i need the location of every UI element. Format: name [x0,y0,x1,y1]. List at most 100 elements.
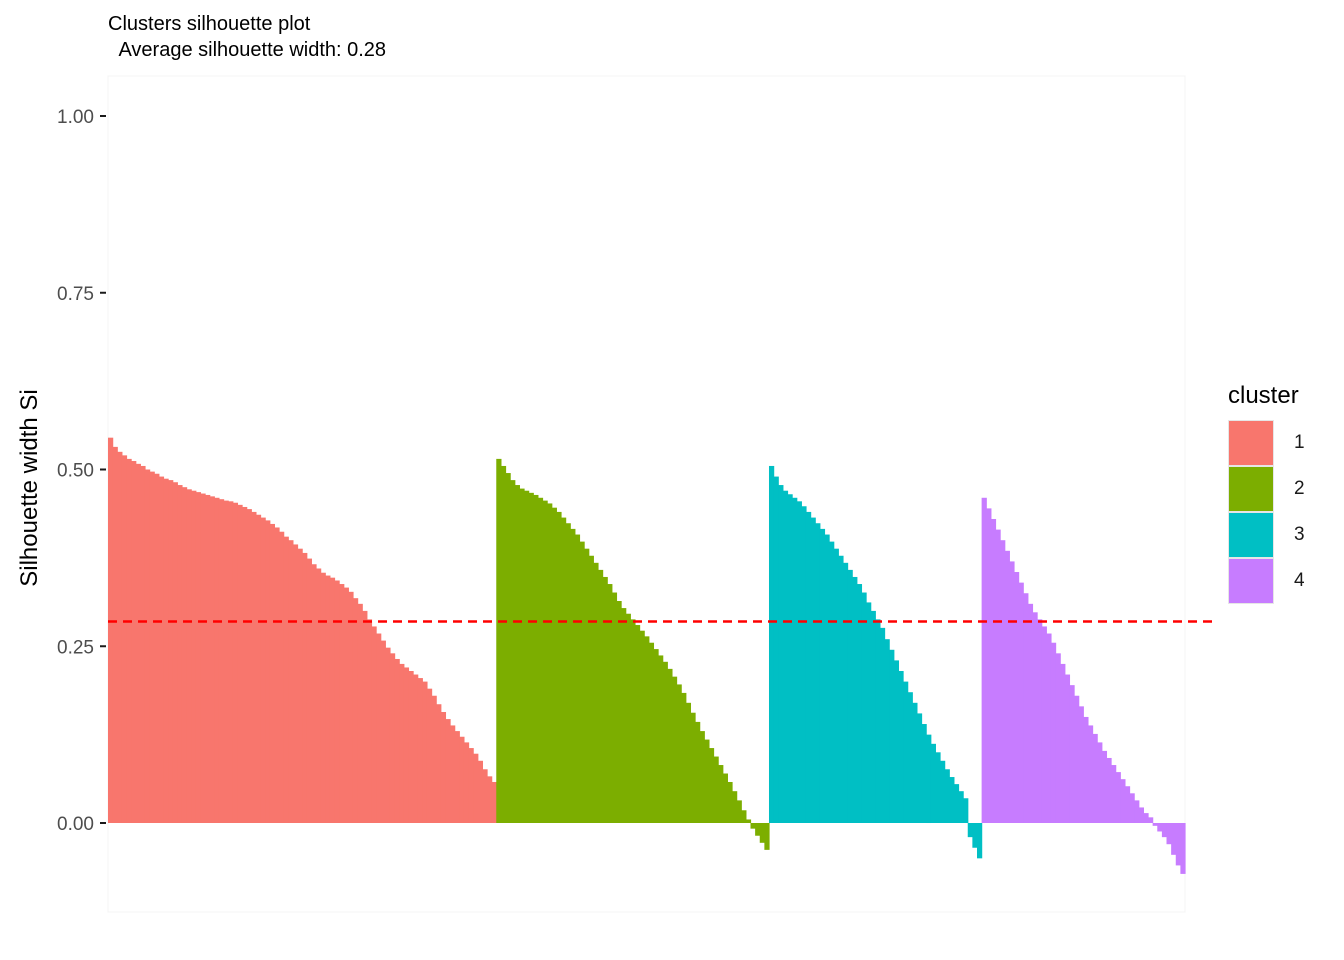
bar-cluster-3 [778,485,784,823]
bar-cluster-2 [727,781,733,823]
bar-cluster-2 [537,497,544,823]
bar-cluster-3 [889,649,895,823]
bar-cluster-2 [505,473,511,823]
y-tick-label: 0.25 [57,637,94,658]
legend-label: 3 [1294,524,1305,545]
bar-cluster-2 [528,492,534,823]
bar-cluster-1 [274,527,280,823]
bar-cluster-2 [551,507,557,823]
bar-cluster-1 [269,523,275,823]
bar-cluster-1 [186,489,192,823]
bar-cluster-3 [972,823,978,848]
bar-cluster-1 [158,476,165,823]
bar-cluster-3 [921,724,927,823]
bar-cluster-2 [500,465,507,823]
bar-cluster-4 [1055,653,1061,823]
bar-cluster-3 [893,660,900,823]
bar-cluster-1 [214,497,220,823]
bar-cluster-3 [963,798,969,823]
legend: cluster 1 2 3 4 [1228,382,1305,604]
bar-cluster-3 [907,692,913,823]
bar-cluster-1 [172,482,178,823]
bar-cluster-1 [154,473,160,823]
bar-cluster-3 [824,534,830,823]
bar-cluster-3 [852,576,858,823]
bar-cluster-3 [866,602,872,823]
bar-cluster-2 [602,576,608,823]
bar-cluster-1 [459,736,465,823]
legend-item-1: 1 [1228,420,1305,466]
bar-cluster-1 [362,610,368,823]
bar-cluster-2 [611,592,618,823]
bar-cluster-4 [1037,619,1043,823]
bar-cluster-4 [1161,823,1168,838]
bar-cluster-2 [597,569,604,823]
bar-cluster-4 [1023,593,1029,823]
bar-cluster-1 [168,480,174,823]
bar-cluster-1 [223,500,229,823]
bar-cluster-4 [1124,786,1131,823]
bar-cluster-4 [1157,823,1163,832]
bar-cluster-1 [339,584,345,823]
bar-cluster-3 [833,548,839,823]
bar-cluster-4 [1106,757,1112,823]
bar-cluster-1 [422,681,428,823]
bar-cluster-2 [510,480,516,823]
bar-cluster-4 [1087,725,1094,823]
bar-cluster-4 [1166,823,1172,845]
legend-title: cluster [1228,382,1299,409]
bar-cluster-3 [829,541,835,823]
bar-cluster-2 [671,676,678,823]
bar-cluster-3 [949,777,955,823]
bar-cluster-1 [477,760,484,823]
bar-cluster-4 [981,497,987,823]
bar-cluster-2 [736,800,742,823]
bar-cluster-2 [695,721,701,823]
bar-cluster-1 [376,633,382,823]
bar-cluster-2 [579,541,585,823]
bar-cluster-1 [302,552,308,823]
bar-cluster-3 [940,760,946,823]
legend-key [1228,512,1274,558]
bar-cluster-3 [977,823,983,859]
bar-cluster-3 [916,713,923,823]
bar-cluster-4 [1120,779,1126,823]
bar-cluster-4 [1027,603,1034,823]
bar-cluster-4 [1138,807,1144,823]
bar-cluster-1 [177,485,183,823]
bar-cluster-2 [690,712,696,823]
bar-cluster-2 [722,773,728,823]
bar-cluster-4 [1013,572,1020,823]
bar-cluster-4 [1000,540,1006,823]
bar-cluster-2 [519,488,525,823]
bar-cluster-2 [574,534,581,823]
bar-cluster-1 [283,536,289,823]
bar-cluster-3 [870,610,876,823]
bar-cluster-3 [875,619,881,823]
legend-key [1228,466,1274,512]
bar-cluster-4 [1129,793,1135,823]
bar-cluster-4 [1050,642,1057,823]
bar-cluster-1 [426,688,433,823]
bar-cluster-1 [311,564,317,823]
bar-cluster-1 [292,544,299,823]
bar-cluster-2 [653,649,659,823]
bar-cluster-1 [320,572,326,823]
bar-cluster-1 [408,671,414,823]
bar-cluster-2 [556,511,562,823]
bar-cluster-2 [667,668,673,823]
bar-cluster-1 [121,455,128,823]
bar-cluster-1 [348,591,354,823]
bar-cluster-2 [547,503,553,823]
bar-cluster-4 [995,529,1001,823]
bar-cluster-4 [1060,663,1066,823]
bar-cluster-1 [431,695,437,823]
bar-cluster-2 [542,500,548,823]
bar-cluster-4 [1041,626,1047,823]
bar-cluster-2 [625,613,631,823]
bar-cluster-4 [1143,813,1149,823]
bar-cluster-2 [648,642,655,823]
bar-cluster-1 [436,704,442,823]
legend-key [1228,558,1274,604]
